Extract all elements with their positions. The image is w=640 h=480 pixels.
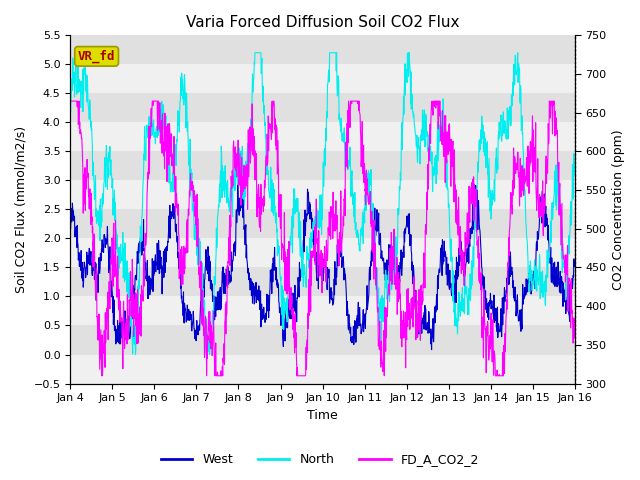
Bar: [70, 94, 575, 122]
Bar: [70, 267, 575, 297]
Bar: [70, 36, 575, 64]
Bar: [70, 151, 575, 180]
Bar: [70, 122, 575, 151]
X-axis label: Time: Time: [307, 409, 338, 422]
Y-axis label: CO2 Concentration (ppm): CO2 Concentration (ppm): [612, 129, 625, 290]
Y-axis label: Soil CO2 Flux (mmol/m2/s): Soil CO2 Flux (mmol/m2/s): [15, 126, 28, 293]
Bar: [70, 325, 575, 355]
Legend: West, North, FD_A_CO2_2: West, North, FD_A_CO2_2: [156, 448, 484, 471]
Bar: [70, 64, 575, 94]
Bar: [70, 180, 575, 209]
Bar: [70, 209, 575, 239]
Bar: [70, 297, 575, 325]
Title: Varia Forced Diffusion Soil CO2 Flux: Varia Forced Diffusion Soil CO2 Flux: [186, 15, 460, 30]
Bar: [70, 239, 575, 267]
Bar: [70, 355, 575, 384]
Text: VR_fd: VR_fd: [78, 50, 115, 63]
